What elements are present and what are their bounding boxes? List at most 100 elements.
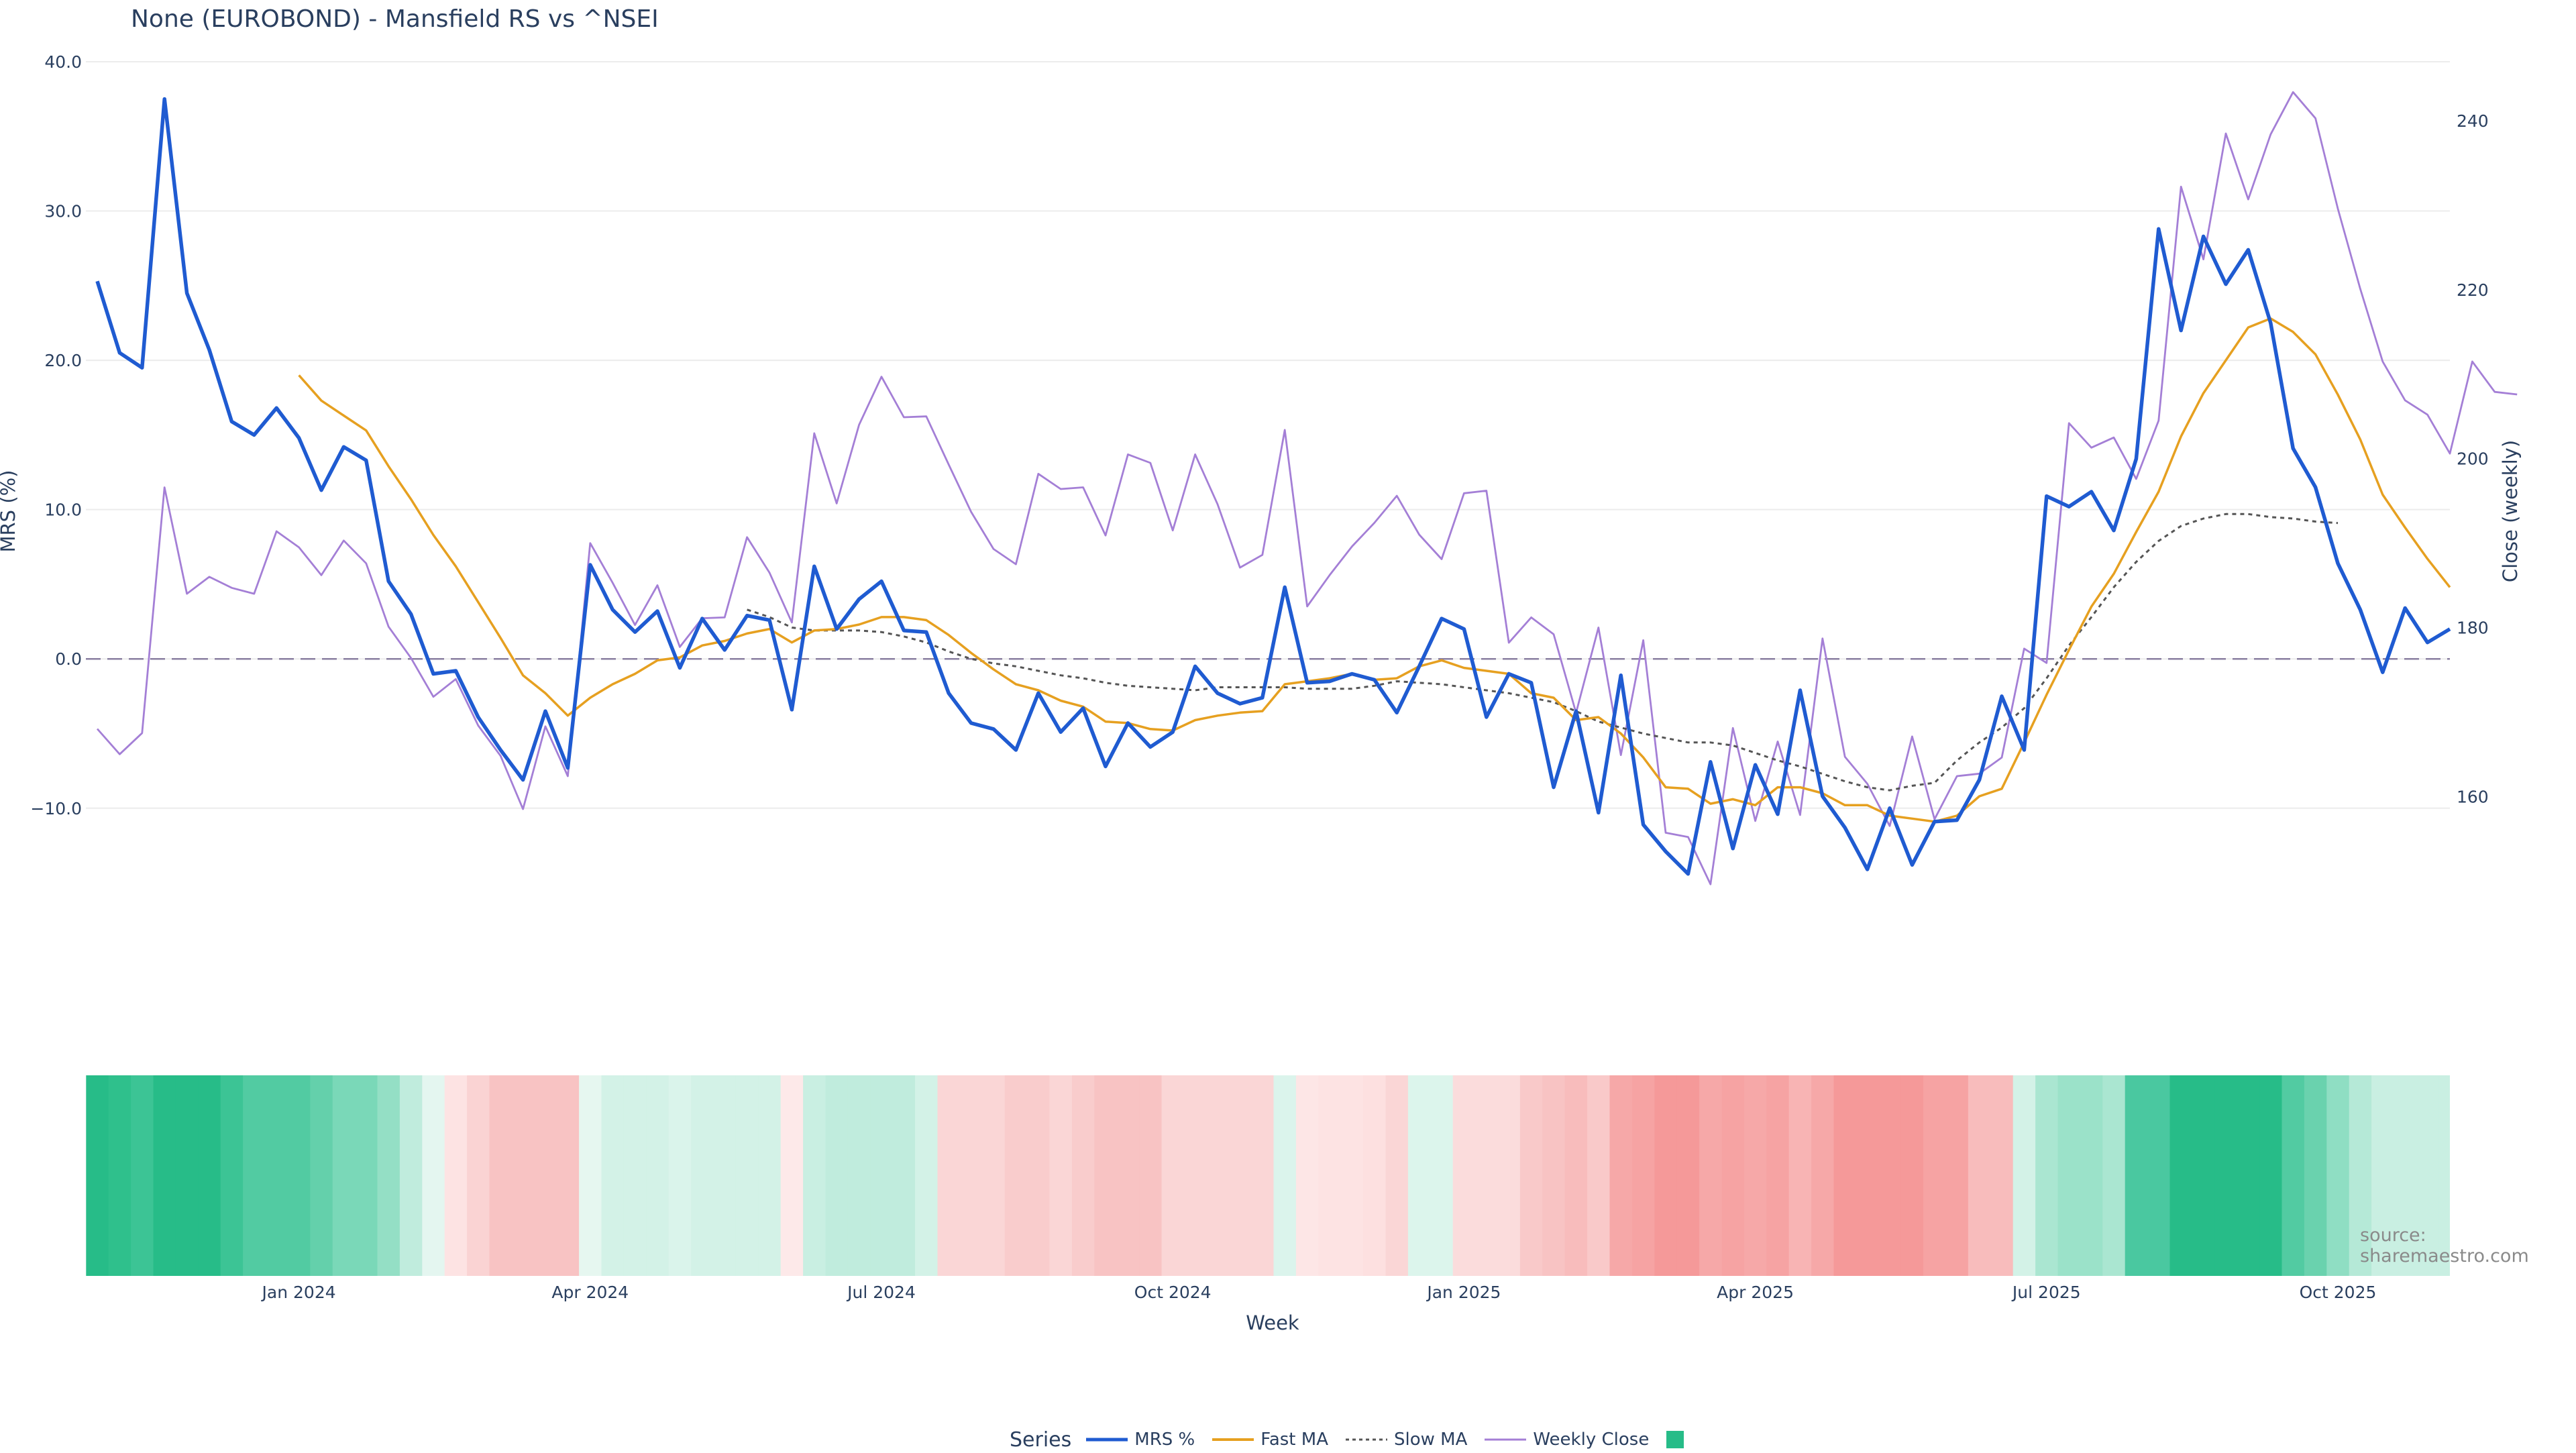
heatmap-cell [131,1075,154,1276]
legend-title: Series [1010,1428,1072,1452]
heatmap-cell [1385,1075,1409,1276]
heatmap-cell [1363,1075,1387,1276]
heatmap-cell [1968,1075,1991,1276]
heatmap-cell [1340,1075,1364,1276]
legend-label-fast-ma: Fast MA [1260,1430,1328,1450]
heatmap-cell [265,1075,288,1276]
legend-label-slow-ma: Slow MA [1393,1430,1468,1450]
heatmap-cell [1251,1075,1275,1276]
heatmap-cell [2147,1075,2171,1276]
legend: Series MRS % Fast MA Slow MA Weekly Clos… [1010,1426,1708,1453]
series-weekly-close[interactable] [96,91,2518,885]
heatmap-cell [2169,1075,2193,1276]
heatmap-cell [1049,1075,1073,1276]
y-right-tick-label: 200 [2457,449,2489,469]
y-left-tick-label: 20.0 [44,351,82,370]
heatmap-cell [1721,1075,1745,1276]
y-right-tick-label: 160 [2457,787,2489,806]
y-right-tick-label: 220 [2457,280,2489,300]
heatmap-cell [556,1075,580,1276]
heatmap-cell [1542,1075,1566,1276]
heatmap-cell [1116,1075,1140,1276]
heatmap-cell [646,1075,669,1276]
gridlines [86,61,2450,809]
x-tick-label: Jul 2025 [2011,1283,2081,1302]
heatmap-cell [2416,1075,2439,1276]
heatmap-cell [198,1075,221,1276]
legend-item-fast-ma[interactable]: Fast MA [1212,1430,1328,1450]
heatmap-strip [86,1075,2450,1276]
heatmap-cell [870,1075,894,1276]
legend-item-heatmap[interactable] [1666,1431,1690,1448]
heatmap-cell [825,1075,849,1276]
series-mrs[interactable] [95,97,2451,876]
legend-item-mrs[interactable]: MRS % [1086,1430,1195,1450]
series-slow-ma[interactable] [747,513,2339,792]
heatmap-cell [2102,1075,2126,1276]
legend-label-weekly-close: Weekly Close [1533,1430,1650,1450]
heatmap-cell [243,1075,266,1276]
heatmap-cell [691,1075,714,1276]
heatmap-cell [1004,1075,1028,1276]
heatmap-cell [1587,1075,1611,1276]
heatmap-cell [1161,1075,1185,1276]
heatmap-cell [1407,1075,1431,1276]
heatmap-cell [2237,1075,2260,1276]
heatmap-cell [175,1075,199,1276]
legend-item-slow-ma[interactable]: Slow MA [1345,1430,1468,1450]
heatmap-cell [1699,1075,1723,1276]
heatmap-cell [2371,1075,2395,1276]
heatmap-cell [422,1075,445,1276]
heatmap-cell [1676,1075,1700,1276]
heatmap-cell [1452,1075,1476,1276]
heatmap-cell [2125,1075,2148,1276]
y-right-tick-label: 240 [2457,111,2489,131]
heatmap-cell [153,1075,176,1276]
heatmap-cell [1609,1075,1633,1276]
heatmap-cell [1945,1075,1969,1276]
heatmap-cell [2438,1075,2450,1276]
x-tick-label: Oct 2024 [1134,1283,1212,1302]
heatmap-cell [1139,1075,1163,1276]
x-axis-ticks: Jan 2024 Apr 2024 Jul 2024 Oct 2024 Jan 2025… [261,1283,2377,1302]
heatmap-cell [2394,1075,2417,1276]
heatmap-cell [1497,1075,1521,1276]
heatmap-cell [1923,1075,1947,1276]
heatmap-cell [1228,1075,1252,1276]
heatmap-cell [1654,1075,1678,1276]
x-tick-label: Jan 2024 [261,1283,336,1302]
legend-swatch-slow-ma [1345,1438,1387,1441]
x-tick-label: Oct 2025 [2300,1283,2377,1302]
heatmap-cell [2192,1075,2215,1276]
heatmap-cell [444,1075,468,1276]
heatmap-cell [780,1075,804,1276]
series-fast-ma[interactable] [298,317,2451,823]
left-axis-ticks: 40.0 30.0 20.0 10.0 0.0 −10.0 [30,52,82,818]
heatmap-cell [2080,1075,2103,1276]
heatmap-cell [2304,1075,2327,1276]
y-left-tick-label: 10.0 [44,500,82,520]
right-axis-ticks: 240 220 200 180 160 [2457,111,2489,806]
heatmap-cell [1475,1075,1499,1276]
heatmap-cell [915,1075,938,1276]
heatmap-cell [310,1075,333,1276]
heatmap-cell [1833,1075,1857,1276]
heatmap-cell [1856,1075,1879,1276]
legend-swatch-heatmap [1666,1431,1684,1448]
heatmap-cell [377,1075,400,1276]
heatmap-cell [735,1075,759,1276]
heatmap-cell [511,1075,535,1276]
y-right-tick-label: 180 [2457,618,2489,637]
heatmap-cell [1564,1075,1588,1276]
heatmap-cell [399,1075,423,1276]
heatmap-cell [2326,1075,2350,1276]
heatmap-cell [355,1075,378,1276]
y-left-tick-label: 0.0 [55,649,82,669]
heatmap-cell [1273,1075,1297,1276]
heatmap-cell [1071,1075,1095,1276]
heatmap-cell [489,1075,513,1276]
legend-item-weekly-close[interactable]: Weekly Close [1485,1430,1649,1450]
heatmap-cell [1206,1075,1230,1276]
heatmap-cell [937,1075,961,1276]
